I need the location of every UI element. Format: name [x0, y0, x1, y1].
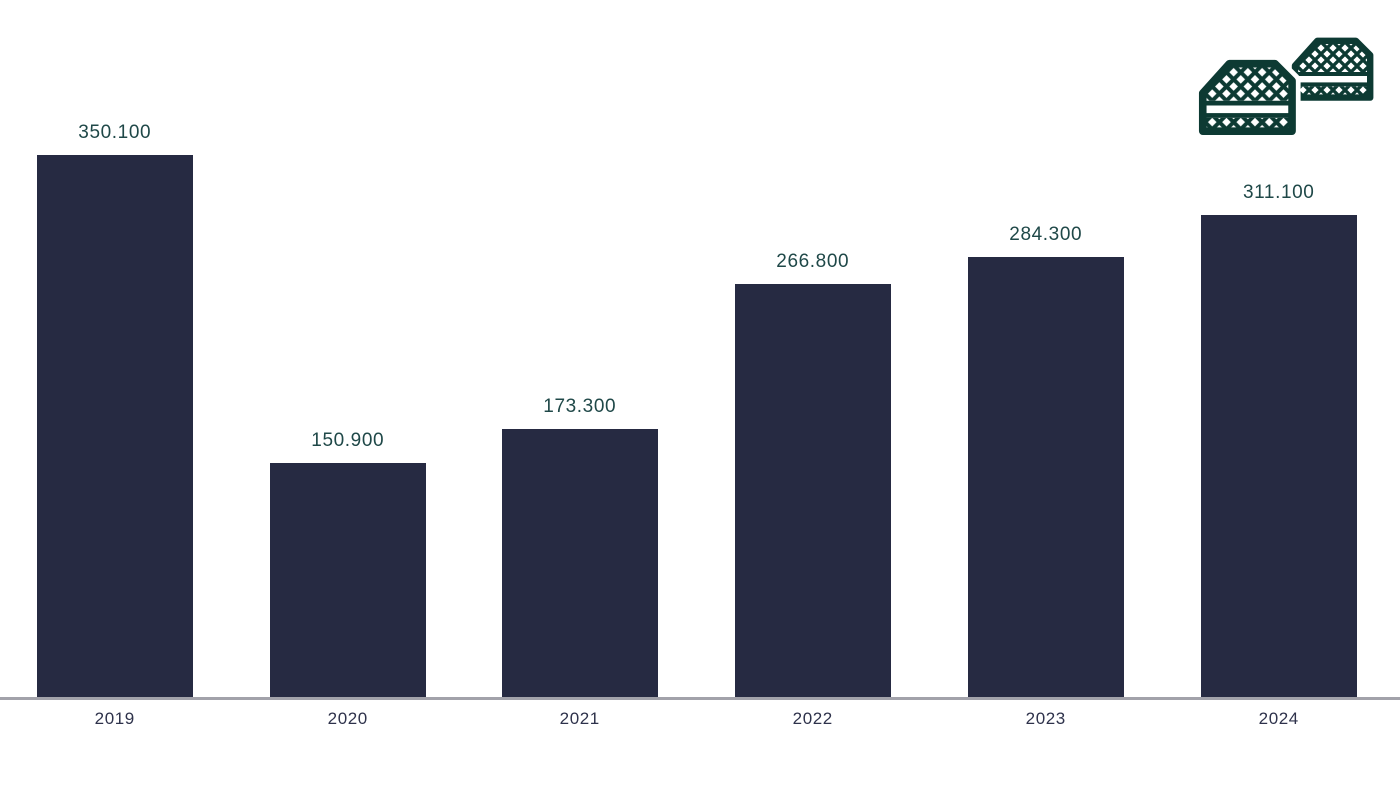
bar-2019 [37, 155, 193, 697]
bar-value-label-2022: 266.800 [776, 251, 850, 272]
x-axis-label-2021: 2021 [559, 709, 600, 728]
crate-icon-small [1291, 37, 1374, 101]
bar-2023 [968, 257, 1124, 697]
bar-value-label-2021: 173.300 [543, 396, 617, 417]
x-axis-label-2020: 2020 [327, 709, 368, 728]
x-axis-line [0, 697, 1400, 700]
x-axis-label-2022: 2022 [792, 709, 833, 728]
x-axis-label-2019: 2019 [94, 709, 135, 728]
bar-value-label-2019: 350.100 [78, 122, 152, 143]
bar-value-label-2024: 311.100 [1243, 182, 1315, 203]
stacked-crates-icon [1198, 37, 1374, 137]
x-axis-label-2023: 2023 [1025, 709, 1066, 728]
bar-2024 [1201, 215, 1357, 697]
bar-value-label-2023: 284.300 [1009, 224, 1083, 245]
bar-2022 [735, 284, 891, 697]
x-axis-label-2024: 2024 [1258, 709, 1299, 728]
bar-2021 [502, 429, 658, 697]
bar-value-label-2020: 150.900 [311, 430, 385, 451]
bar-2020 [270, 463, 426, 697]
crate-icon-large [1198, 55, 1301, 137]
